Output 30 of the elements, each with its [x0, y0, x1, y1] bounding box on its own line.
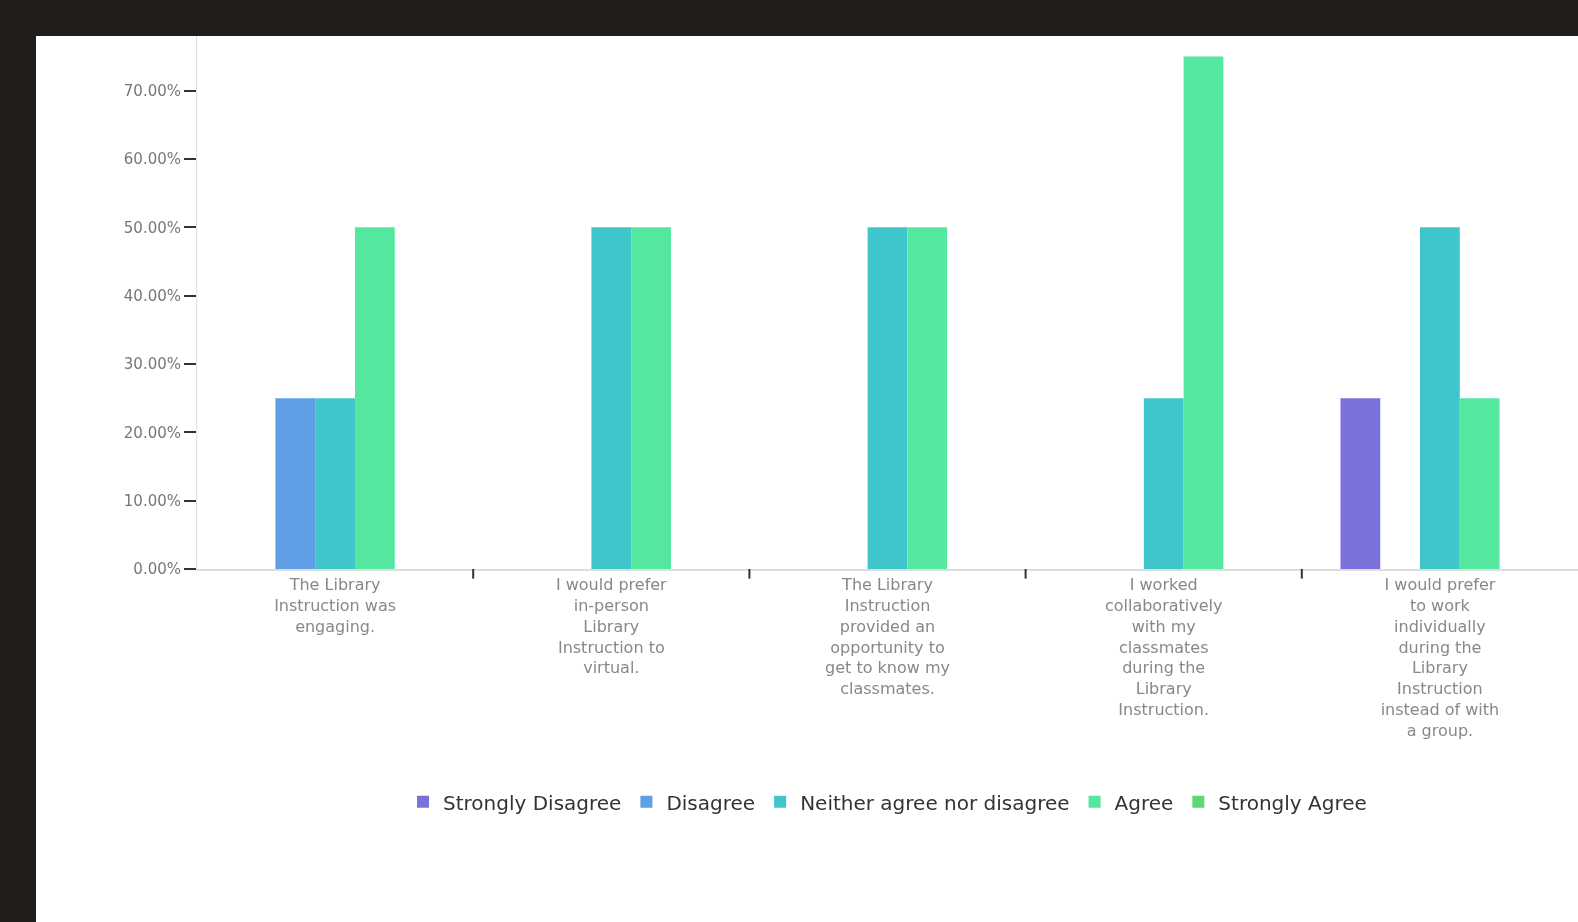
bar — [907, 227, 948, 569]
bar — [315, 398, 355, 569]
x-tick-label: I worked collaboratively with my classmates during the Library Instruction. — [1104, 575, 1223, 719]
bar — [354, 227, 395, 569]
x-tick-label: The Library Instruction provided an opportunity to get to know my classmates. — [825, 575, 950, 699]
legend-label: Neither agree nor disagree — [800, 790, 1070, 815]
legend-label: Strongly Disagree — [443, 790, 622, 815]
legend-label: Strongly Agree — [1218, 790, 1367, 815]
y-tick-label: 40.00% — [123, 286, 181, 305]
bar — [1183, 56, 1224, 569]
y-tick-label: 0.00% — [133, 560, 181, 579]
y-tick-label: 70.00% — [123, 81, 181, 100]
legend-label: Disagree — [666, 790, 756, 815]
bar — [591, 227, 632, 569]
bar — [867, 227, 908, 569]
x-tick-label: I would prefer to work individually during the Library Instruction instead of with a group. — [1380, 575, 1500, 740]
bar — [275, 398, 316, 569]
x-tick-label: The Library Instruction was engaging. — [274, 575, 397, 636]
y-tick-label: 10.00% — [123, 491, 181, 510]
x-tick-label: I would prefer in-person Library Instruction to virtual. — [555, 575, 668, 678]
y-tick-label: 50.00% — [123, 218, 181, 237]
legend-label: Agree — [1114, 790, 1174, 815]
bar — [631, 227, 671, 569]
bar — [1143, 398, 1184, 569]
bar — [1420, 227, 1460, 569]
y-tick-label: 30.00% — [123, 355, 181, 374]
bar — [1340, 398, 1381, 569]
y-tick-label: 60.00% — [123, 150, 181, 169]
y-tick-label: 20.00% — [123, 423, 181, 442]
bar — [1459, 398, 1500, 569]
